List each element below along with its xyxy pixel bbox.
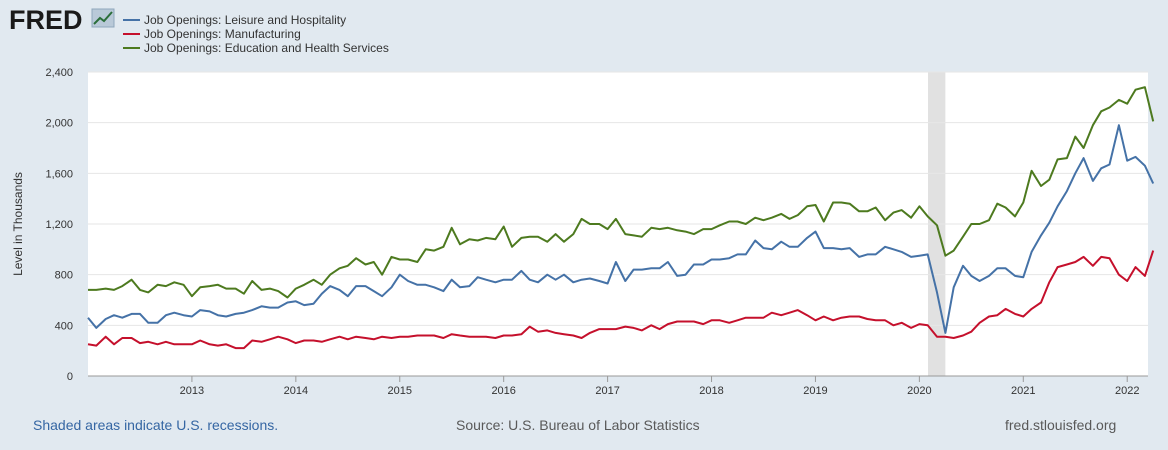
y-tick-label: 2,400 bbox=[45, 67, 73, 79]
site-link[interactable]: fred.stlouisfed.org bbox=[1005, 417, 1117, 433]
x-tick-label: 2018 bbox=[699, 385, 723, 397]
series-lines bbox=[87, 86, 1155, 350]
x-tick-label: 2013 bbox=[180, 385, 204, 397]
y-tick-label: 1,600 bbox=[45, 168, 73, 180]
y-tick-label: 400 bbox=[55, 320, 73, 332]
legend-label-manufacturing: Job Openings: Manufacturing bbox=[144, 27, 301, 41]
source-note: Source: U.S. Bureau of Labor Statistics bbox=[456, 417, 700, 433]
y-tick-label: 800 bbox=[55, 270, 73, 282]
x-axis: 2013 2014 2015 2016 2017 2018 2019 2020 2021 2022 bbox=[88, 375, 1148, 397]
legend-label-leisure: Job Openings: Leisure and Hospitality bbox=[144, 13, 346, 27]
series-line-leisure-hospitality bbox=[87, 124, 1155, 334]
x-tick-label: 2020 bbox=[907, 385, 931, 397]
y-tick-label: 0 bbox=[67, 371, 73, 383]
x-tick-label: 2014 bbox=[284, 385, 308, 397]
x-tick-label: 2022 bbox=[1115, 385, 1139, 397]
x-tick-label: 2015 bbox=[388, 385, 412, 397]
legend-label-education: Job Openings: Education and Health Servi… bbox=[144, 41, 389, 55]
x-tick-label: 2016 bbox=[491, 385, 515, 397]
x-tick-label: 2021 bbox=[1011, 385, 1035, 397]
legend: Job Openings: Leisure and Hospitality Jo… bbox=[123, 13, 389, 55]
y-tick-label: 2,000 bbox=[45, 118, 73, 130]
x-tick-label: 2017 bbox=[595, 385, 619, 397]
recession-note[interactable]: Shaded areas indicate U.S. recessions. bbox=[33, 417, 279, 433]
series-line-education-health bbox=[88, 86, 1155, 299]
fred-logo-text: FRED bbox=[9, 5, 83, 35]
x-tick-label: 2019 bbox=[803, 385, 827, 397]
fred-chart-icon bbox=[91, 8, 115, 28]
y-axis: 0 400 800 1,200 1,600 2,000 2,400 bbox=[45, 67, 73, 383]
y-axis-label: Level in Thousands bbox=[11, 172, 25, 276]
fred-logo[interactable]: FRED bbox=[9, 5, 115, 35]
series-line-manufacturing bbox=[87, 250, 1155, 350]
y-tick-label: 1,200 bbox=[45, 219, 73, 231]
